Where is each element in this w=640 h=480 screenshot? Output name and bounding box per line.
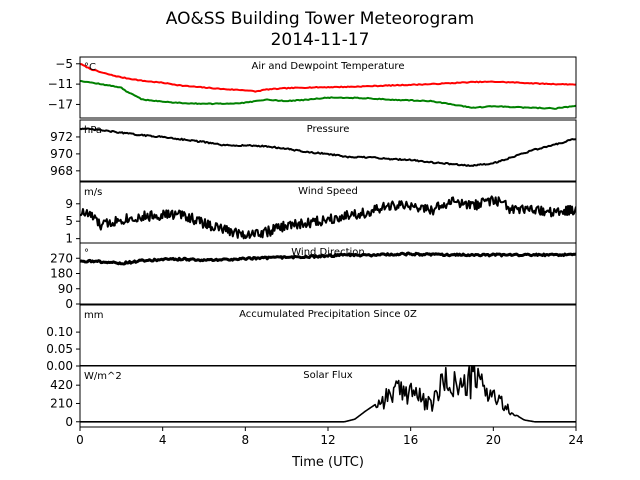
- x-tick-label: 16: [403, 433, 418, 447]
- panel-unit: mm: [84, 310, 103, 321]
- panel-title: Wind Speed: [298, 186, 358, 197]
- series-line-2-0: [80, 195, 576, 240]
- y-tick-label: 0.05: [46, 342, 73, 356]
- panel-unit: W/m^2: [84, 371, 122, 382]
- y-tick-label: 9: [65, 197, 73, 211]
- y-tick-label: 968: [50, 164, 73, 178]
- panel-title: Accumulated Precipitation Since 0Z: [239, 309, 417, 320]
- panel-5: 420 210 0 W/m^2 Solar Flux: [50, 365, 577, 429]
- x-tick-label: 0: [76, 433, 84, 447]
- panel-title: Air and Dewpoint Temperature: [252, 61, 405, 72]
- panel-title: Solar Flux: [303, 370, 353, 381]
- panel-unit: °: [84, 248, 89, 259]
- y-tick-label: −17: [48, 97, 73, 111]
- y-tick-label: 1: [65, 232, 73, 246]
- panel-title: Pressure: [307, 124, 350, 135]
- x-tick-label: 24: [568, 433, 583, 447]
- x-tick-label: 4: [159, 433, 167, 447]
- y-tick-label: 5: [65, 214, 73, 228]
- chart-title: AO&SS Building Tower Meteorogram: [166, 9, 474, 29]
- y-tick-label: −11: [48, 77, 73, 91]
- series-line-1-0: [80, 127, 576, 167]
- panel-2: 9 5 1 m/s Wind Speed: [65, 181, 577, 246]
- x-tick-label: 20: [486, 433, 501, 447]
- series-line-5-0: [80, 366, 576, 423]
- x-axis: 0 4 8 12 16 20 24: [76, 427, 584, 447]
- series-line-3-0: [80, 251, 576, 266]
- y-tick-label: 270: [50, 251, 73, 265]
- panel-title: Wind Direction: [291, 247, 365, 258]
- y-tick-label: 0.00: [46, 359, 73, 373]
- y-tick-label: −5: [55, 57, 73, 71]
- series-line-0-0: [80, 63, 576, 93]
- y-tick-label: 90: [58, 282, 73, 296]
- chart-subtitle: 2014-11-17: [271, 30, 370, 50]
- panel-frame: [79, 119, 577, 182]
- x-axis-label: Time (UTC): [291, 455, 364, 470]
- panels: −5 −11 −17 °C Air and Dewpoint Temperature 97…: [46, 56, 577, 429]
- panel-frame: [79, 56, 577, 119]
- series-line-0-1: [80, 79, 576, 110]
- y-tick-label: 972: [50, 130, 73, 144]
- y-tick-label: 970: [50, 147, 73, 161]
- y-tick-label: 0: [65, 297, 73, 311]
- panel-unit: hPa: [84, 125, 102, 136]
- y-tick-label: 210: [50, 396, 73, 410]
- y-tick-label: 420: [50, 378, 73, 392]
- y-tick-label: 0.10: [46, 325, 73, 339]
- y-tick-label: 0: [65, 415, 73, 429]
- y-tick-label: 180: [50, 267, 73, 281]
- x-tick-label: 8: [242, 433, 250, 447]
- panel-unit: m/s: [84, 187, 102, 198]
- panel-4: 0.10 0.05 0.00 mm Accumulated Precipitation …: [46, 304, 577, 373]
- x-tick-label: 12: [320, 433, 335, 447]
- panel-0: −5 −11 −17 °C Air and Dewpoint Temperature: [48, 56, 577, 119]
- panel-1: 972 970 968 hPa Pressure: [50, 119, 577, 182]
- panel-unit: °C: [84, 62, 96, 73]
